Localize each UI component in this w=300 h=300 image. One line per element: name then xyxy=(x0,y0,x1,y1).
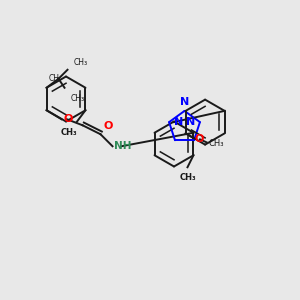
Text: CH₃: CH₃ xyxy=(61,128,77,137)
Text: CH₃: CH₃ xyxy=(208,140,224,148)
Text: CH₃: CH₃ xyxy=(70,94,85,103)
Text: O: O xyxy=(63,114,72,124)
Text: O: O xyxy=(103,121,113,131)
Text: CH₃: CH₃ xyxy=(74,58,88,67)
Text: N: N xyxy=(174,117,183,127)
Text: O: O xyxy=(195,134,204,144)
Text: CH: CH xyxy=(49,74,59,83)
Text: NH: NH xyxy=(114,141,131,151)
Text: N: N xyxy=(186,117,195,127)
Text: N: N xyxy=(180,97,189,107)
Text: CH₃: CH₃ xyxy=(179,173,196,182)
